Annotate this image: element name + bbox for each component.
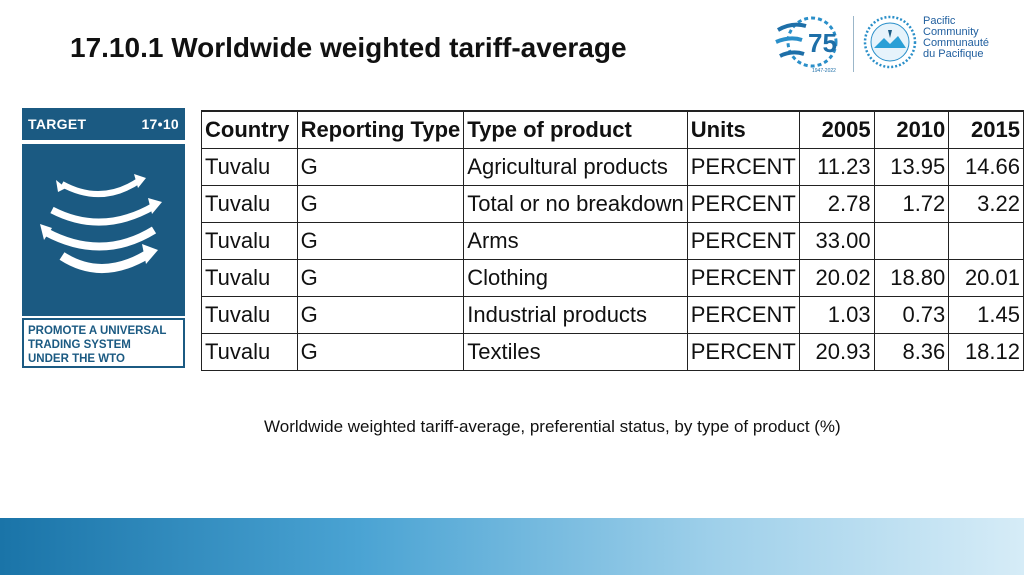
cell-2010: 1.72 [873, 185, 950, 223]
table-header-row: Country Reporting Type Type of product U… [201, 110, 1024, 149]
cell-product: Agricultural products [463, 148, 688, 186]
cell-country: Tuvalu [201, 259, 298, 297]
cell-product: Textiles [463, 333, 688, 371]
header-2005: 2005 [798, 110, 875, 149]
cell-units: PERCENT [686, 259, 800, 297]
cell-2015: 1.45 [948, 296, 1024, 334]
cell-2005: 20.02 [798, 259, 875, 297]
cell-reporting-type: G [296, 259, 465, 297]
cell-reporting-type: G [296, 222, 465, 260]
cell-country: Tuvalu [201, 185, 298, 223]
cell-2010: 0.73 [873, 296, 950, 334]
header-reporting-type: Reporting Type [296, 110, 465, 149]
cell-product: Industrial products [463, 296, 688, 334]
cell-2005: 11.23 [798, 148, 875, 186]
spc-name-en-1: Pacific [923, 15, 956, 27]
cell-product: Total or no breakdown [463, 185, 688, 223]
cell-units: PERCENT [686, 185, 800, 223]
cell-2005: 33.00 [798, 222, 875, 260]
cell-reporting-type: G [296, 148, 465, 186]
footer-decorative-band [0, 518, 1024, 575]
header-2015: 2015 [948, 110, 1024, 149]
cell-units: PERCENT [686, 296, 800, 334]
spc-emblem-icon [863, 15, 917, 69]
spc-wordmark: Pacific Community Communauté du Pacifiqu… [923, 16, 989, 60]
slide-title: 17.10.1 Worldwide weighted tariff-averag… [70, 32, 627, 63]
spc-name-fr-1: Communauté [923, 37, 990, 49]
cell-2010: 18.80 [873, 259, 950, 297]
cell-2010 [873, 222, 950, 260]
cell-units: PERCENT [686, 148, 800, 186]
target-description: PROMOTE A UNIVERSAL TRADING SYSTEM UNDER… [22, 318, 185, 368]
header-country: Country [201, 110, 298, 149]
target-desc-line3: UNDER THE WTO [28, 353, 125, 365]
cell-2015: 14.66 [948, 148, 1024, 186]
target-desc-line2: TRADING SYSTEM [28, 339, 131, 351]
cell-2015: 20.01 [948, 259, 1024, 297]
cell-reporting-type: G [296, 185, 465, 223]
cell-2015: 18.12 [948, 333, 1024, 371]
cell-2005: 1.03 [798, 296, 875, 334]
cell-product: Clothing [463, 259, 688, 297]
cell-country: Tuvalu [201, 333, 298, 371]
header-units: Units [686, 110, 800, 149]
cell-country: Tuvalu [201, 148, 298, 186]
table-row: Tuvalu G Textiles PERCENT 20.93 8.36 18.… [201, 333, 1024, 371]
cell-2015: 3.22 [948, 185, 1024, 223]
cell-country: Tuvalu [201, 222, 298, 260]
sdg-target-tile: TARGET 17•10 PROMOTE A UNIVERSAL TRADING… [22, 108, 185, 368]
cell-units: PERCENT [686, 222, 800, 260]
spc-name-fr-2: du Pacifique [923, 48, 984, 60]
target-desc-line1: PROMOTE A UNIVERSAL [28, 325, 167, 337]
cell-country: Tuvalu [201, 296, 298, 334]
spc-name-en-2: Community [923, 26, 979, 38]
anniversary-years: 1947-2022 [812, 68, 836, 74]
cell-2005: 20.93 [798, 333, 875, 371]
table-caption: Worldwide weighted tariff-average, prefe… [264, 417, 841, 436]
table-row: Tuvalu G Arms PERCENT 33.00 [201, 222, 1024, 260]
trade-arrows-icon [22, 144, 185, 316]
table-row: Tuvalu G Agricultural products PERCENT 1… [201, 148, 1024, 186]
cell-2005: 2.78 [798, 185, 875, 223]
anniversary-number: 75 [808, 28, 837, 58]
cell-product: Arms [463, 222, 688, 260]
cell-units: PERCENT [686, 333, 800, 371]
cell-2010: 13.95 [873, 148, 950, 186]
table-row: Tuvalu G Clothing PERCENT 20.02 18.80 20… [201, 259, 1024, 297]
cell-2010: 8.36 [873, 333, 950, 371]
anniversary-75-logo: 75 1947-2022 [775, 16, 838, 74]
target-header: TARGET 17•10 [22, 108, 185, 140]
target-label: TARGET [28, 116, 87, 132]
table-row: Tuvalu G Industrial products PERCENT 1.0… [201, 296, 1024, 334]
cell-2015 [948, 222, 1024, 260]
table-row: Tuvalu G Total or no breakdown PERCENT 2… [201, 185, 1024, 223]
cell-reporting-type: G [296, 296, 465, 334]
header-2010: 2010 [873, 110, 950, 149]
tariff-table: Country Reporting Type Type of product U… [201, 110, 1024, 371]
logo-divider [853, 16, 854, 72]
cell-reporting-type: G [296, 333, 465, 371]
target-number: 17•10 [141, 116, 179, 132]
header-type-of-product: Type of product [463, 110, 688, 149]
